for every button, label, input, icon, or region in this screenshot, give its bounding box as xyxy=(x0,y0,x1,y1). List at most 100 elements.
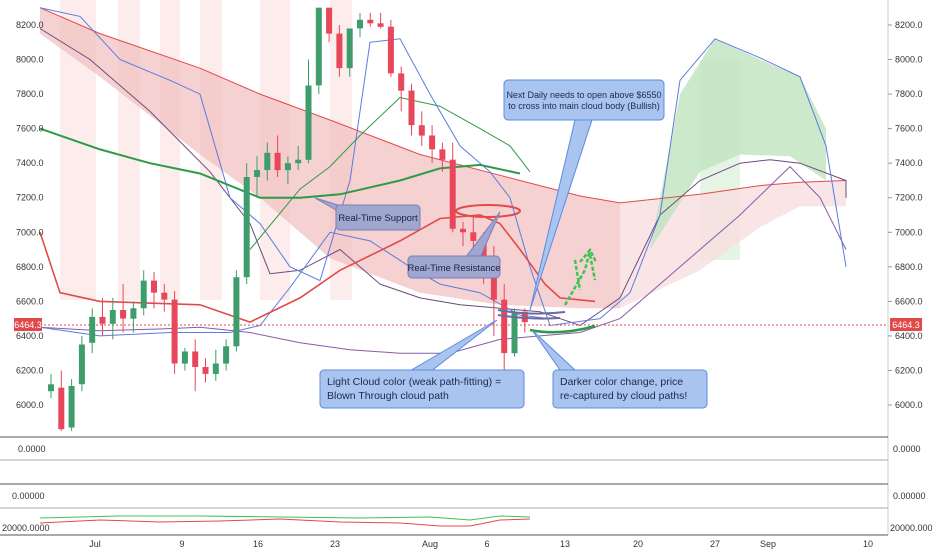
x-tick-label: 23 xyxy=(330,539,340,549)
panel3-line-red xyxy=(39,518,531,527)
green-arrow-1 xyxy=(563,247,598,306)
blue-band-lower xyxy=(39,231,551,337)
callout-next-daily-box xyxy=(503,79,665,121)
callout-resistance: Real-Time Resistance xyxy=(407,255,501,279)
callout-darker-line1: Darker color change, price xyxy=(560,376,683,388)
candle xyxy=(130,301,137,333)
callout-light-cloud: Light Cloud color (weak path-fitting) = … xyxy=(319,369,525,409)
y-tick-label-right: 6800.0 xyxy=(895,262,923,272)
candle-body xyxy=(120,310,127,319)
candle xyxy=(284,156,291,184)
candle-body xyxy=(68,386,75,428)
panel2-label-left: 0.00000 xyxy=(12,491,45,501)
y-tick-label-left: 6600.0 xyxy=(16,296,44,306)
y-tick-label-left: 6400.0 xyxy=(16,331,44,341)
candle-body xyxy=(408,90,415,126)
candle xyxy=(202,358,209,383)
y-tick-label-right: 7800.0 xyxy=(895,89,923,99)
candle xyxy=(140,270,147,316)
y-tick-label-left: 7000.0 xyxy=(16,227,44,237)
panel1-label-right: 0.0000 xyxy=(893,444,921,454)
x-tick-label: Sep xyxy=(760,539,776,549)
candle-body xyxy=(295,159,302,164)
candle-body xyxy=(398,73,405,91)
x-tick-label: Aug xyxy=(422,539,438,549)
candle xyxy=(274,135,281,177)
panel3-line-green xyxy=(39,515,531,521)
callout-support-text: Real-Time Support xyxy=(338,213,418,224)
y-tick-label-left: 7400.0 xyxy=(16,158,44,168)
y-tick-label-left: 7600.0 xyxy=(16,124,44,134)
price-badge-right: 6464.3 xyxy=(890,318,922,331)
candle xyxy=(68,379,75,431)
candle xyxy=(439,142,446,172)
callout-resistance-box xyxy=(407,255,501,279)
resistance-circle xyxy=(455,204,521,218)
candle-body xyxy=(387,26,394,74)
x-tick-label: 13 xyxy=(560,539,570,549)
future-blue-line xyxy=(529,38,847,327)
blue-band-upper xyxy=(39,7,531,282)
x-tick-label: 20 xyxy=(633,539,643,549)
candle xyxy=(212,349,219,381)
candle-body xyxy=(377,23,384,27)
green-underline xyxy=(529,324,596,334)
candle-body xyxy=(460,228,466,233)
price-badge-left-text: 6464.3 xyxy=(14,320,42,330)
x-tick-label: 6 xyxy=(484,539,489,549)
candle-body xyxy=(48,384,54,392)
callout-next-daily-line1: Next Daily needs to open above $6550 xyxy=(506,90,661,100)
candle xyxy=(398,66,405,112)
callout-darker: Darker color change, price re-captured b… xyxy=(552,369,708,409)
callout-support-box xyxy=(335,204,421,231)
y-tick-label-right: 6600.0 xyxy=(895,296,923,306)
candle xyxy=(367,12,374,27)
candle-body xyxy=(418,125,425,136)
y-axis-right: 8200.0 8000.0 7800.0 7600.0 7400.0 7200.0 7000… xyxy=(888,20,923,410)
candle-body xyxy=(202,367,209,374)
candle-body xyxy=(192,351,199,367)
candle-body xyxy=(449,159,456,229)
y-tick-label-left: 6800.0 xyxy=(16,262,44,272)
y-tick-label-right: 8200.0 xyxy=(895,20,923,30)
panel3-label-left: 20000.0000 xyxy=(2,523,50,533)
support-scribble xyxy=(497,309,566,320)
candle xyxy=(295,145,302,171)
candle xyxy=(460,221,466,247)
hand-markings xyxy=(455,204,598,334)
candle-body xyxy=(511,311,518,354)
candle xyxy=(357,12,363,38)
price-badge-left-bg xyxy=(14,318,42,331)
callout-light-cloud-line1: Light Cloud color (weak path-fitting) = xyxy=(327,376,501,388)
candle-body xyxy=(305,85,312,160)
y-tick-label-right: 6200.0 xyxy=(895,366,923,376)
candle-body xyxy=(429,135,436,150)
candle xyxy=(151,272,157,309)
candle xyxy=(408,83,415,136)
candle xyxy=(336,25,343,77)
candle xyxy=(511,308,518,357)
candle xyxy=(346,28,353,77)
candle xyxy=(120,284,127,333)
candle xyxy=(449,142,456,233)
x-tick-label: 27 xyxy=(710,539,720,549)
purple-lower-line xyxy=(39,165,847,354)
y-tick-label-right: 6000.0 xyxy=(895,400,923,410)
candle-body xyxy=(243,177,250,278)
candle-body xyxy=(171,299,178,364)
candle-body xyxy=(490,270,497,300)
y-tick-label-left: 6200.0 xyxy=(16,366,44,376)
callout-support: Real-Time Support xyxy=(335,204,421,231)
x-tick-label: Jul xyxy=(89,539,101,549)
y-tick-label-left: 6000.0 xyxy=(16,400,44,410)
candle-body xyxy=(284,163,291,171)
candle xyxy=(109,297,116,340)
candle-body xyxy=(264,152,271,171)
y-tick-label-right: 6400.0 xyxy=(895,331,923,341)
cloud-upper-line xyxy=(39,7,847,204)
shade-band xyxy=(160,0,180,300)
callout-darker-box xyxy=(552,369,708,409)
candle xyxy=(223,339,230,371)
x-tick-label: 9 xyxy=(179,539,184,549)
candle xyxy=(192,339,199,392)
